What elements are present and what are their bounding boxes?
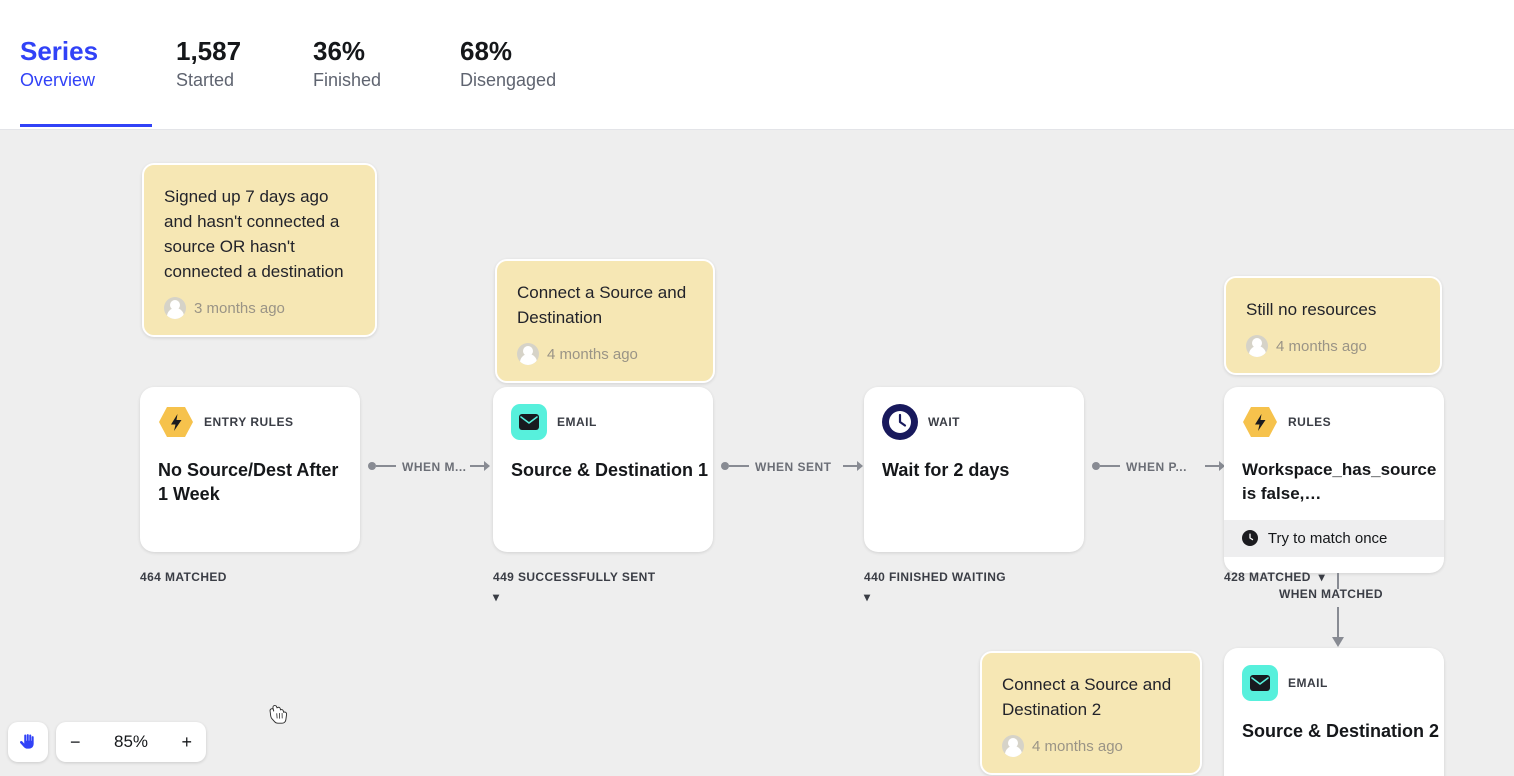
svg-text:WHEN P...: WHEN P... [1126,460,1187,474]
svg-text:WHEN SENT: WHEN SENT [755,460,832,474]
svg-text:WHEN M...: WHEN M... [402,460,467,474]
